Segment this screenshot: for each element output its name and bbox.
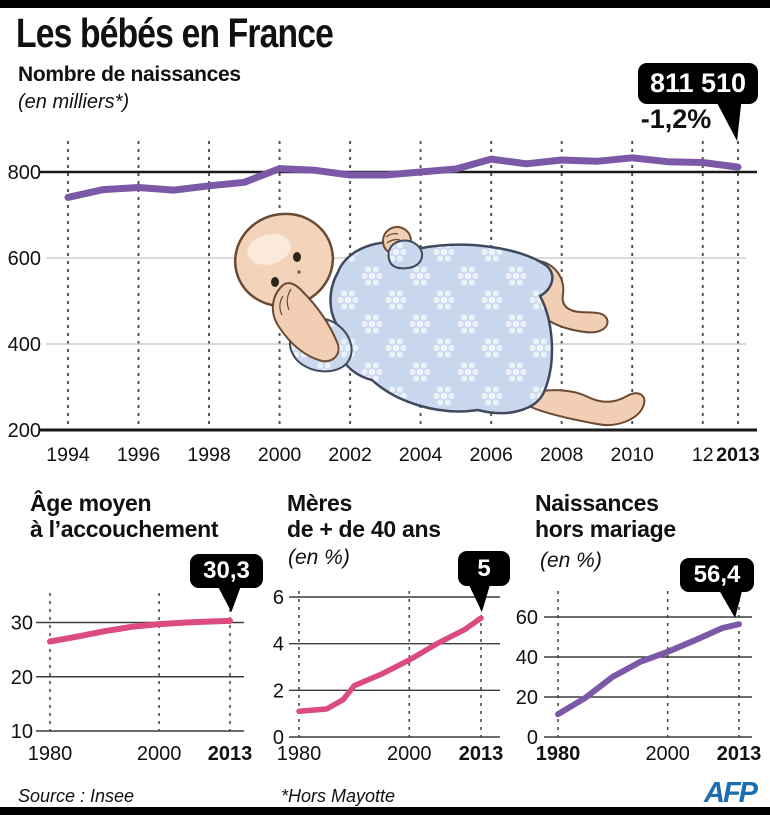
mini-title-age-line2: à l’accouchement	[30, 516, 219, 542]
callout-births-2013: 811 510	[638, 63, 758, 104]
unit-note-percent-outofwedlock: (en %)	[540, 549, 602, 572]
x-axis-tick-label: 1996	[117, 444, 160, 466]
mothers40-chart-grid: 0 2 4 6 1980 2000 2013	[273, 587, 503, 765]
data-line	[64, 154, 742, 201]
bottom-border-bar	[0, 807, 770, 815]
y-axis-tick-label: 0	[527, 727, 538, 749]
unit-note-percent-mothers40: (en %)	[288, 546, 350, 569]
mini-title-outofwedlock: Naissances hors mariage	[535, 490, 676, 542]
data-line	[296, 615, 484, 715]
afp-logo: AFP	[704, 777, 758, 809]
x-axis-tick-label: 2010	[611, 444, 655, 466]
x-axis-tick-label: 2013	[208, 743, 253, 765]
mini-title-mothers40: Mères de + de 40 ans	[287, 490, 441, 542]
top-border-bar	[0, 0, 770, 8]
mini-title-age: Âge moyen à l’accouchement	[30, 490, 219, 542]
footnote-mayotte: *Hors Mayotte	[281, 786, 396, 806]
x-axis-tick-label: 1980	[536, 743, 581, 765]
callout-outofwedlock-2013: 56,4	[680, 558, 754, 592]
mothers40-chart-line	[296, 615, 484, 715]
y-axis-tick-label: 200	[8, 420, 41, 442]
x-axis-tick-label: 2000	[258, 444, 302, 466]
callout-age-2013: 30,3	[190, 554, 263, 588]
y-axis-tick-label: 6	[273, 587, 284, 609]
outofwedlock-chart-line	[555, 621, 742, 718]
source-label: Source : Insee	[18, 786, 135, 806]
x-axis-tick-label: 2013	[716, 444, 760, 466]
x-axis-tick-label: 2000	[645, 743, 690, 765]
data-line	[555, 621, 742, 718]
y-axis-tick-label: 2	[273, 680, 284, 702]
age-chart-line	[47, 617, 233, 645]
baby-illustration	[233, 212, 646, 426]
page-title: Les bébés en France	[16, 10, 334, 56]
callout-mothers40-2013: 5	[458, 551, 510, 586]
x-axis-tick-label: 12	[692, 444, 714, 466]
y-axis-tick-label: 30	[11, 613, 33, 635]
age-chart-grid: 10 20 30 1980 2000 2013	[11, 593, 253, 765]
y-axis-tick-label: 40	[516, 647, 538, 669]
mini-title-outofwedlock-line1: Naissances	[535, 490, 659, 516]
x-axis-tick-label: 2006	[469, 444, 512, 466]
mini-title-mothers40-line2: de + de 40 ans	[287, 516, 441, 542]
y-axis-tick-label: 0	[273, 727, 284, 749]
y-axis-tick-label: 20	[516, 687, 538, 709]
x-axis-tick-label: 2004	[399, 444, 443, 466]
outofwedlock-chart-grid: 0 20 40 60 1980 2000 2013	[516, 591, 762, 765]
births-chart-line	[64, 154, 742, 201]
x-axis-tick-label: 1998	[187, 444, 230, 466]
y-axis-tick-label: 10	[11, 721, 33, 743]
data-line	[47, 617, 233, 645]
y-axis-tick-label: 20	[11, 667, 33, 689]
y-axis-tick-label: 60	[516, 607, 538, 629]
x-axis-tick-label: 2008	[540, 444, 583, 466]
x-axis-tick-label: 1980	[277, 743, 322, 765]
x-axis-tick-label: 1994	[46, 444, 90, 466]
births-change-label: -1,2%	[640, 104, 712, 134]
y-axis-tick-label: 600	[8, 248, 41, 270]
mini-title-mothers40-line1: Mères	[287, 490, 352, 516]
y-axis-tick-label: 4	[273, 634, 284, 656]
births-chart-title: Nombre de naissances	[18, 63, 241, 86]
x-axis-tick-label: 2000	[137, 743, 182, 765]
x-axis-tick-label: 2013	[459, 743, 504, 765]
mini-title-outofwedlock-line2: hors mariage	[535, 516, 676, 542]
x-axis-tick-label: 2000	[387, 743, 432, 765]
mini-title-age-line1: Âge moyen	[30, 490, 152, 516]
y-axis-tick-label: 400	[8, 334, 41, 356]
x-axis-tick-label: 1980	[28, 743, 73, 765]
births-chart-unit-note: (en milliers*)	[18, 91, 130, 113]
x-axis-tick-label: 2002	[328, 444, 371, 466]
x-axis-tick-label: 2013	[717, 743, 762, 765]
y-axis-tick-label: 800	[8, 162, 41, 184]
